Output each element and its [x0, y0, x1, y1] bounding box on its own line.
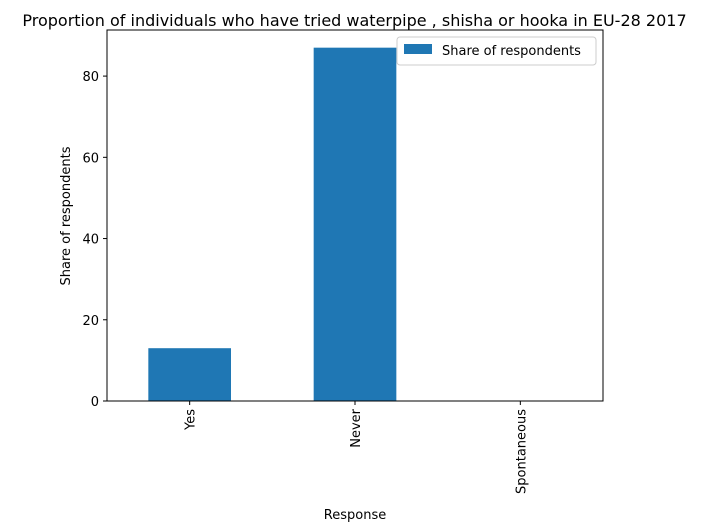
- x-tick-label: Never: [349, 408, 364, 447]
- x-tick-label: Spontaneous: [514, 409, 529, 494]
- y-tick-label: 60: [82, 151, 99, 166]
- chart-title: Proportion of individuals who have tried…: [22, 11, 686, 30]
- x-axis-title: Response: [324, 508, 386, 523]
- legend-label: Share of respondents: [442, 44, 581, 59]
- y-tick-label: 0: [91, 395, 99, 410]
- y-tick-label: 80: [82, 70, 99, 85]
- legend-swatch: [404, 44, 432, 54]
- y-tick-label: 40: [82, 233, 99, 248]
- bar-never: [313, 47, 397, 402]
- y-axis-ticks: 0 20 40 60 80: [82, 70, 107, 410]
- y-axis-title: Share of respondents: [59, 146, 74, 285]
- bars: [148, 47, 397, 402]
- x-tick-label: Yes: [184, 409, 199, 431]
- y-tick-label: 20: [82, 314, 99, 329]
- plot-area: 0 20 40 60 80 Yes Never Spontaneous: [82, 29, 604, 494]
- bar-yes: [148, 348, 231, 401]
- legend-frame: [396, 36, 597, 66]
- legend: Share of respondents: [396, 36, 597, 66]
- x-axis-ticks: Yes Never Spontaneous: [184, 401, 529, 494]
